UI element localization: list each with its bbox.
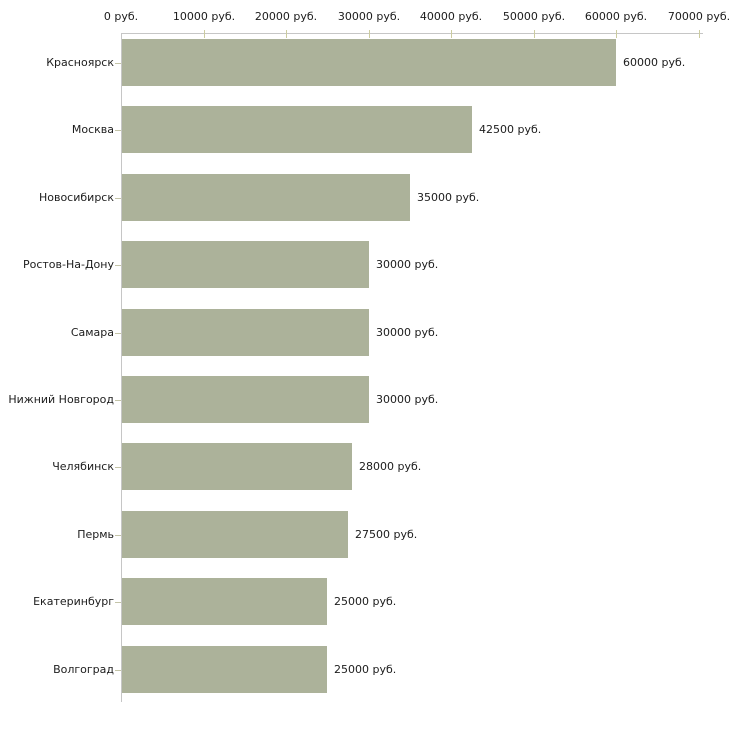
value-label: 27500 руб. — [355, 528, 418, 541]
category-label: Екатеринбург — [33, 595, 114, 608]
y-axis-line — [121, 33, 122, 702]
category-label: Москва — [71, 123, 114, 136]
category-label: Красноярск — [46, 56, 114, 69]
value-label: 28000 руб. — [359, 460, 422, 473]
category-label: Нижний Новгород — [8, 393, 114, 406]
bar — [122, 174, 410, 221]
bar — [122, 39, 616, 86]
bar — [122, 646, 327, 693]
x-axis-tick-label: 40000 руб. — [419, 10, 483, 23]
x-axis-tick-label: 0 руб. — [103, 10, 139, 23]
x-axis-tick — [204, 30, 205, 38]
x-axis-tick — [699, 30, 700, 38]
category-tick — [115, 670, 121, 671]
x-axis-tick-label: 10000 руб. — [172, 10, 236, 23]
category-tick — [115, 400, 121, 401]
bar — [122, 443, 352, 490]
category-label: Новосибирск — [38, 191, 114, 204]
value-label: 42500 руб. — [479, 123, 542, 136]
bar — [122, 309, 369, 356]
bar — [122, 578, 327, 625]
category-tick — [115, 467, 121, 468]
category-tick — [115, 535, 121, 536]
x-axis-tick — [534, 30, 535, 38]
category-tick — [115, 265, 121, 266]
x-axis-tick-label: 70000 руб. — [667, 10, 730, 23]
x-axis-tick-label: 30000 руб. — [337, 10, 401, 23]
value-label: 25000 руб. — [334, 663, 397, 676]
category-label: Самара — [70, 326, 114, 339]
category-label: Ростов-На-Дону — [22, 258, 114, 271]
category-tick — [115, 602, 121, 603]
x-axis-tick — [369, 30, 370, 38]
x-axis-tick-label: 20000 руб. — [254, 10, 318, 23]
category-label: Волгоград — [53, 663, 114, 676]
value-label: 30000 руб. — [376, 393, 439, 406]
category-label: Пермь — [77, 528, 114, 541]
category-tick — [115, 63, 121, 64]
category-tick — [115, 333, 121, 334]
value-label: 25000 руб. — [334, 595, 397, 608]
bar — [122, 106, 472, 153]
bar — [122, 511, 348, 558]
value-label: 30000 руб. — [376, 258, 439, 271]
category-label: Челябинск — [52, 460, 114, 473]
x-axis-tick-label: 50000 руб. — [502, 10, 566, 23]
x-axis-tick — [451, 30, 452, 38]
x-axis-tick — [616, 30, 617, 38]
category-tick — [115, 198, 121, 199]
value-label: 35000 руб. — [417, 191, 480, 204]
value-label: 30000 руб. — [376, 326, 439, 339]
bar — [122, 376, 369, 423]
x-axis-line — [121, 33, 703, 34]
category-tick — [115, 130, 121, 131]
bar — [122, 241, 369, 288]
x-axis-tick — [286, 30, 287, 38]
value-label: 60000 руб. — [623, 56, 686, 69]
x-axis-tick-label: 60000 руб. — [584, 10, 648, 23]
